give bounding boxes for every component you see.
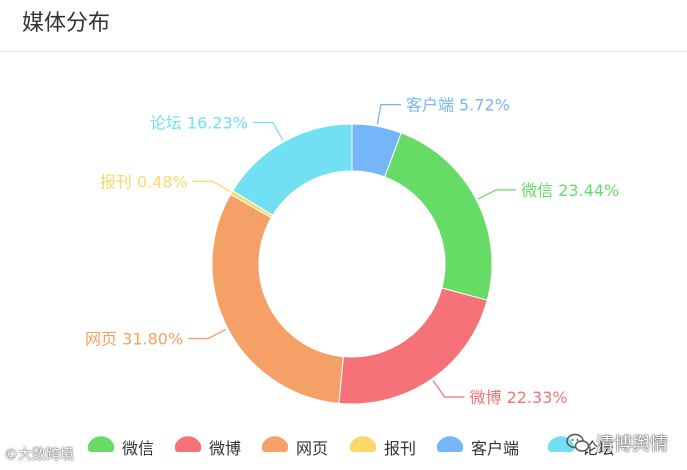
slice-label-3: 微博 22.33% [470,388,568,407]
slice-labels-group: 客户端 5.72% 微信 23.44% 微博 22.33% 网页 31.80% 报刊 0… [85,96,619,407]
slice-label-6: 论坛 16.23% [150,114,248,133]
leader-line-1 [376,103,401,125]
leader-lines-group [188,103,517,398]
leader-line-3 [432,380,465,398]
legend-label-5[interactable]: 客户端 [471,439,519,458]
slice-label-5: 报刊 0.48% [100,172,188,191]
leader-line-2 [477,189,517,200]
legend-marker-3[interactable] [262,436,288,452]
legend-marker-1[interactable] [88,436,114,452]
panel-title: 媒体分布 [22,11,111,36]
watermark-right-text: 清博舆情 [596,434,668,455]
legend-marker-5[interactable] [437,436,463,452]
slice-2[interactable] [384,132,493,301]
legend-label-1[interactable]: 微信 [122,439,154,458]
legend-label-4[interactable]: 报刊 [384,439,416,458]
panel-header: 媒体分布 [0,0,687,52]
slice-3[interactable] [338,287,488,405]
legend-label-6[interactable]: 论坛 [582,439,614,458]
slice-label-1: 客户端 5.72% [406,96,510,115]
legend-label-3[interactable]: 网页 [296,439,328,458]
leader-line-5 [192,180,231,193]
slice-6[interactable] [232,123,353,216]
legend-label-2[interactable]: 微博 [209,439,241,458]
leader-line-4 [188,328,227,340]
legend: 微信 微博 网页 报刊 客户端 论坛 [88,436,614,458]
watermark-left-text: ©大数跨境 [4,447,74,463]
leader-line-6 [252,121,284,141]
wechat-icon [566,433,590,452]
watermark-left: ©大数跨境 [4,444,74,464]
legend-marker-4[interactable] [350,436,376,452]
slice-label-2: 微信 23.44% [521,181,619,200]
watermark-right: 清博舆情 [566,430,668,456]
legend-marker-2[interactable] [175,436,201,452]
slice-4[interactable] [211,193,344,404]
slice-label-4: 网页 31.80% [85,330,183,349]
slices-group [211,123,493,405]
